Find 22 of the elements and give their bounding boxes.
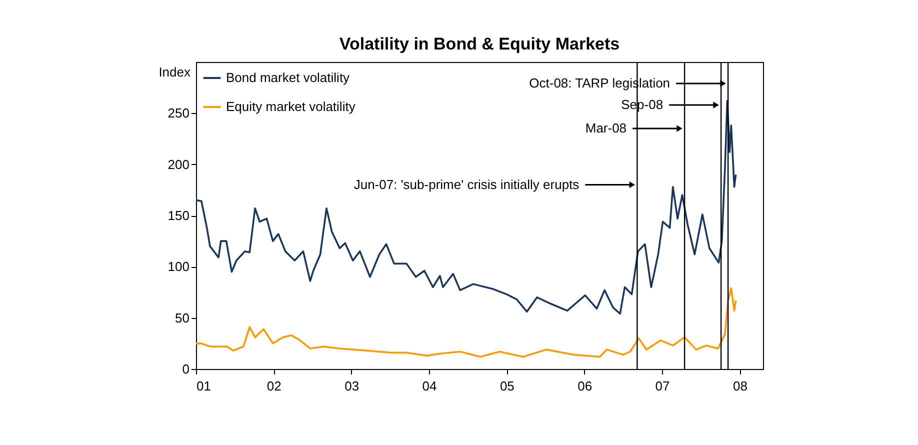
x-tick-label: 04 — [422, 378, 437, 394]
x-tick-label: 05 — [500, 378, 514, 394]
y-tick-label: 250 — [168, 106, 190, 121]
y-axis-title: Index — [158, 64, 191, 80]
x-tick-label: 07 — [655, 378, 670, 394]
y-tick-label: 100 — [168, 259, 190, 274]
line-series — [195, 100, 737, 315]
chart-title: Volatility in Bond & Equity Markets — [339, 34, 620, 54]
legend-label: Bond market volatility — [226, 70, 350, 85]
annotation: Jun-07: 'sub-prime' crisis initially erupts — [354, 176, 580, 192]
x-tick-label: 03 — [344, 378, 360, 394]
annotation: Mar-08 — [585, 120, 627, 136]
y-tick-label: 200 — [168, 156, 190, 172]
x-tick-label: 08 — [732, 378, 748, 394]
legend-label: Equity market volatility — [226, 99, 356, 114]
y-tick-label: 150 — [168, 208, 190, 223]
x-tick-label: 01 — [196, 378, 211, 394]
x-tick-label: 06 — [578, 378, 592, 394]
y-tick-label: 50 — [175, 310, 190, 326]
y-tick-label: 0 — [182, 362, 190, 376]
line-series — [195, 287, 737, 358]
x-tick-label: 02 — [266, 378, 282, 394]
